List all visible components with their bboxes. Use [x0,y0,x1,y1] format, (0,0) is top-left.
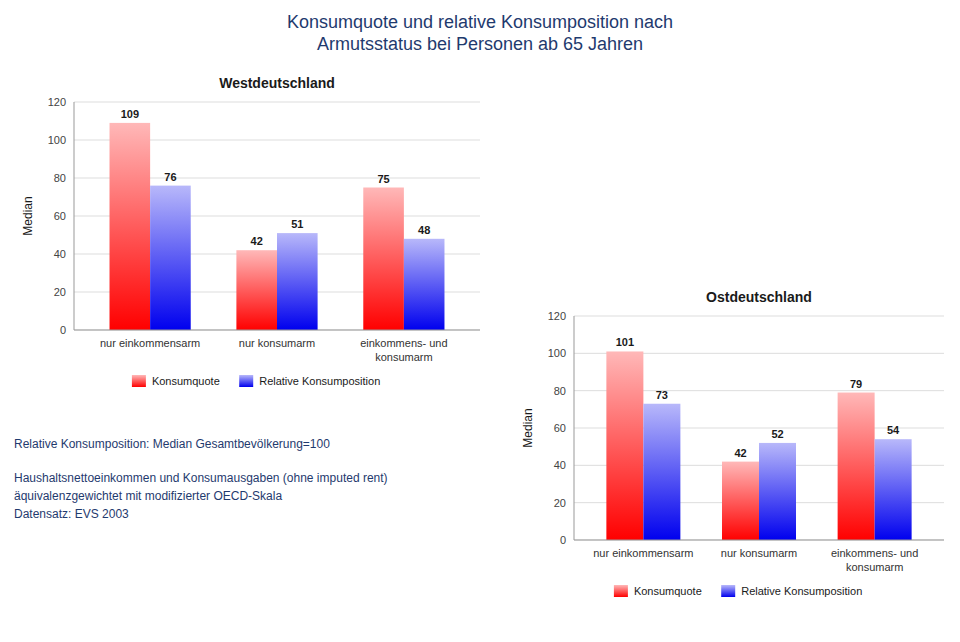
y-axis-line [74,102,75,330]
bar [404,239,445,330]
data-label: 76 [164,171,176,183]
grid-line [74,330,480,331]
y-tick-label: 40 [54,248,66,260]
data-label: 48 [418,224,430,236]
legend-swatch [132,375,146,387]
chart-title: Westdeutschland [219,75,335,91]
chart-canvas: Konsumquote und relative Konsumposition … [0,0,960,642]
y-tick-label: 100 [48,134,66,146]
legend-swatch [614,585,628,597]
legend-label: Relative Konsumposition [259,375,380,387]
y-tick-label: 120 [48,96,66,108]
x-tick-label: nur einkommensarm [100,337,200,349]
data-label: 101 [616,336,634,348]
bar [236,250,277,330]
y-tick-label: 60 [554,422,566,434]
x-axis-line [574,540,944,541]
y-axis-line [574,316,575,540]
data-label: 42 [734,447,746,459]
y-tick-label: 20 [554,497,566,509]
grid-line [574,316,944,317]
data-labels: 101 42 79 73 52 54 [616,336,900,458]
chart: Westdeutschland 0 20 40 60 80 100 120 Median 109 4… [21,75,480,387]
x-tick-label: nur konsumarm [239,337,315,349]
y-tick-label: 80 [554,385,566,397]
legend-swatch [239,375,253,387]
chart: Ostdeutschland 0 20 40 60 80 100 120 Median 101 42… [521,289,944,597]
data-labels: 109 42 75 76 51 48 [121,108,431,247]
legend-label: Konsumquote [152,375,220,387]
bar [722,462,759,540]
y-tick-label: 100 [548,347,566,359]
bar [110,123,151,330]
bar [759,443,796,540]
y-tick-label: 60 [54,210,66,222]
y-tick-label: 40 [554,459,566,471]
bars [110,123,445,330]
y-tick-label: 20 [54,286,66,298]
x-axis-line [74,330,480,331]
data-label: 42 [251,235,263,247]
legend-swatch [721,585,735,597]
y-tick-label: 80 [54,172,66,184]
x-tick-label: einkommens- undkonsumarm [831,547,918,573]
bar [150,186,191,330]
legend-label: Relative Konsumposition [741,585,862,597]
x-tick-label: nur einkommensarm [593,547,693,559]
x-tick-label: einkommens- undkonsumarm [360,337,447,363]
y-axis-label: Median [21,196,35,235]
grid-line [74,102,480,103]
data-label: 52 [771,428,783,440]
bar [277,233,318,330]
main-title: Konsumquote und relative Konsumposition … [287,12,673,54]
bar [606,351,643,540]
data-label: 54 [887,424,900,436]
footnote: Haushaltsnettoeinkommen und Konsumausgab… [14,471,388,521]
y-axis-label: Median [521,408,535,447]
grid-line [574,540,944,541]
data-label: 73 [656,389,668,401]
bar [643,404,680,540]
legend: Konsumquote Relative Konsumposition [614,585,862,597]
bar [875,439,912,540]
y-tick-label: 0 [60,324,66,336]
footnote: Relative Konsumposition: Median Gesamtbe… [14,437,330,451]
data-label: 109 [121,108,139,120]
bars [606,351,911,540]
background [0,0,960,642]
data-label: 51 [291,218,303,230]
y-tick-label: 0 [560,534,566,546]
bar [363,188,404,331]
chart-title: Ostdeutschland [706,289,812,305]
legend: Konsumquote Relative Konsumposition [132,375,380,387]
data-label: 79 [850,378,862,390]
bar [838,393,875,540]
y-tick-label: 120 [548,310,566,322]
x-tick-label: nur konsumarm [721,547,797,559]
legend-label: Konsumquote [634,585,702,597]
data-label: 75 [377,173,389,185]
